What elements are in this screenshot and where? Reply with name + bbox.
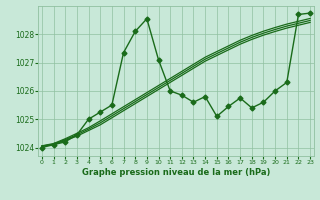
X-axis label: Graphe pression niveau de la mer (hPa): Graphe pression niveau de la mer (hPa) bbox=[82, 168, 270, 177]
